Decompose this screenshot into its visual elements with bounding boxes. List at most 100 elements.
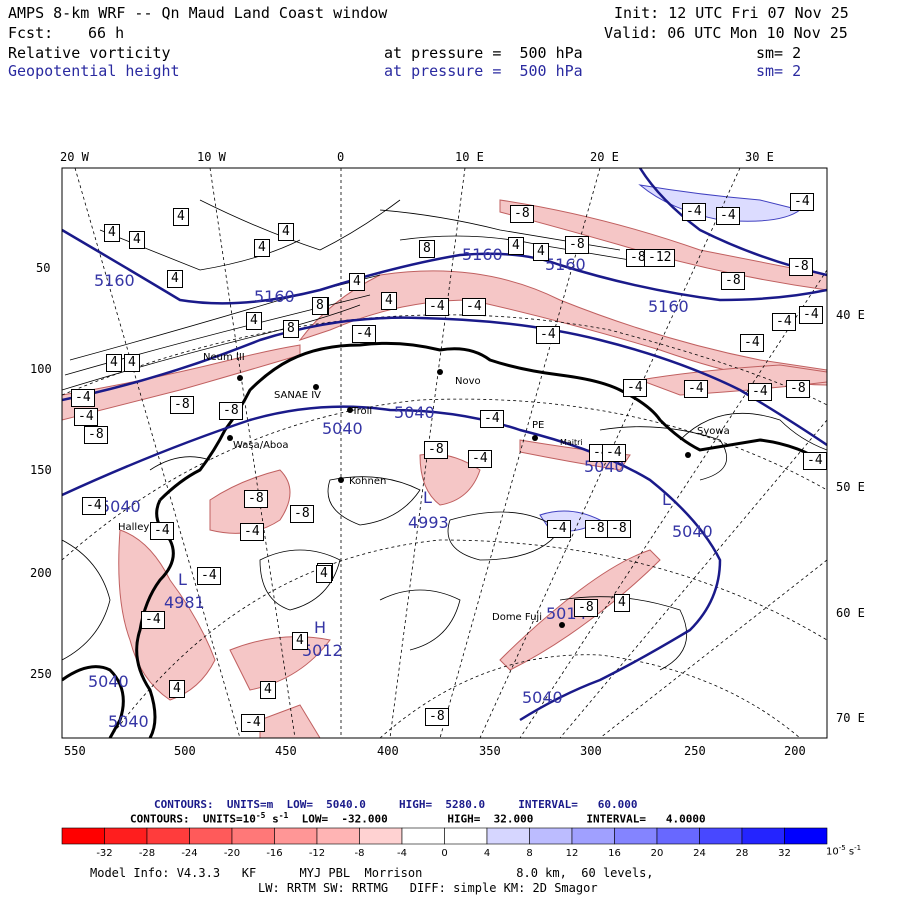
vorticity-label-box: -8 xyxy=(565,236,589,254)
vorticity-label-box: -8 xyxy=(170,396,194,414)
vorticity-label-box: -8 xyxy=(425,708,449,726)
vorticity-label-box: -8 xyxy=(424,441,448,459)
vorticity-label-box: -8 xyxy=(84,426,108,444)
forecast-hour: 66 h xyxy=(88,24,125,42)
colorbar-label: 32 xyxy=(778,848,791,859)
vorticity-label-box: 4 xyxy=(292,632,308,650)
y-tick: 50 xyxy=(36,261,51,275)
height-label: 5040 xyxy=(88,672,129,691)
field2-smoothing: sm= 2 xyxy=(756,62,802,80)
x-tick: 300 xyxy=(580,744,602,758)
high-value: 5012 xyxy=(302,641,343,660)
valid-time: Valid: 06 UTC Mon 10 Nov 25 xyxy=(604,24,848,42)
colorbar-label: -12 xyxy=(309,848,325,859)
height-label: 5040 xyxy=(394,403,435,422)
vorticity-label-box: -4 xyxy=(682,203,706,221)
station-label: Troll xyxy=(352,406,373,417)
lon-tick: 50 E xyxy=(836,480,865,494)
x-tick: 350 xyxy=(479,744,501,758)
vorticity-label-box: 4 xyxy=(169,680,185,698)
height-label: 5160 xyxy=(462,245,503,264)
low-value: 4981 xyxy=(164,593,205,612)
lon-tick: 70 E xyxy=(836,711,865,725)
y-tick: 250 xyxy=(30,667,52,681)
vorticity-label-box: 4 xyxy=(278,223,294,241)
vorticity-label-box: -4 xyxy=(740,334,764,352)
vorticity-label-box: 4 xyxy=(614,594,630,612)
colorbar-label: 8 xyxy=(526,848,532,859)
model-info: Model Info: V4.3.3 KF MYJ PBL Morrison 8… xyxy=(90,866,654,880)
lon-tick: 20 W xyxy=(60,150,89,164)
vorticity-label-box: 4 xyxy=(260,681,276,699)
vorticity-label-box: 4 xyxy=(124,354,140,372)
y-tick: 200 xyxy=(30,566,52,580)
vorticity-label-box: 4 xyxy=(508,237,524,255)
colorbar-label: 16 xyxy=(608,848,621,859)
lon-tick: 30 E xyxy=(745,150,774,164)
height-label: 5160 xyxy=(545,255,586,274)
station-label: Novo xyxy=(455,376,481,387)
colorbar-label: 28 xyxy=(736,848,749,859)
vorticity-label-box: -4 xyxy=(602,444,626,462)
colorbar-label: -24 xyxy=(181,848,197,859)
vorticity-label-box: -4 xyxy=(468,450,492,468)
x-tick: 250 xyxy=(684,744,706,758)
field1-level: at pressure = 500 hPa xyxy=(384,44,583,62)
colorbar-swatch xyxy=(316,827,360,845)
vorticity-label-box: -8 xyxy=(786,380,810,398)
high-letter: H xyxy=(314,618,327,637)
vorticity-label-box: 8 xyxy=(312,297,328,315)
low-letter: L xyxy=(423,488,432,507)
y-tick: 100 xyxy=(30,362,52,376)
vorticity-label-box: -4 xyxy=(623,379,647,397)
colorbar-label: 24 xyxy=(693,848,706,859)
vorticity-label-box: 4 xyxy=(246,312,262,330)
x-tick: 450 xyxy=(275,744,297,758)
vorticity-label-box: -8 xyxy=(607,520,631,538)
vorticity-label-box: -12 xyxy=(644,249,676,267)
vorticity-label-box: -8 xyxy=(244,490,268,508)
vorticity-label-box: -4 xyxy=(82,497,106,515)
vorticity-label-box: -8 xyxy=(626,249,650,267)
colorbar-label: 0 xyxy=(441,848,447,859)
vorticity-label-box: -4 xyxy=(480,410,504,428)
colorbar-swatch xyxy=(359,827,403,845)
vorticity-label-box: -8 xyxy=(721,272,745,290)
height-label: 5040 xyxy=(108,712,149,731)
lon-tick: 60 E xyxy=(836,606,865,620)
station-label: PE xyxy=(532,420,545,431)
model-physics: LW: RRTM SW: RRTMG DIFF: simple KM: 2D S… xyxy=(258,881,598,895)
forecast-label: Fcst: xyxy=(8,24,54,42)
x-tick: 500 xyxy=(174,744,196,758)
colorbar-label: -16 xyxy=(266,848,282,859)
height-label: 5040 xyxy=(672,522,713,541)
vorticity-label-box: -8 xyxy=(585,520,609,538)
low-value: 4993 xyxy=(408,513,449,532)
x-tick: 200 xyxy=(784,744,806,758)
station-label: Kohnen xyxy=(349,476,387,487)
height-label: 5040 xyxy=(322,419,363,438)
vorticity-label-box: 8 xyxy=(419,240,435,258)
init-time: Init: 12 UTC Fri 07 Nov 25 xyxy=(614,4,849,22)
colorbar-label: -4 xyxy=(397,848,407,859)
lon-tick: 0 xyxy=(337,150,345,164)
vorticity-label-box: -4 xyxy=(716,207,740,225)
vorticity-label-box: 4 xyxy=(173,208,189,226)
colorbar-swatch xyxy=(741,827,785,845)
vorticity-label-box: -4 xyxy=(803,452,827,470)
vorticity-label-box: 4 xyxy=(106,354,122,372)
colorbar: -32 -28 -24 -20 -16 -12 -8 -4 0 4 8 12 16 20 24 28 32 xyxy=(61,827,828,859)
height-label: 5160 xyxy=(648,297,689,316)
station-label: Halley xyxy=(118,522,150,533)
vorticity-label-box: -4 xyxy=(425,298,449,316)
vorticity-label-box: -4 xyxy=(74,408,98,426)
lon-tick: 40 E xyxy=(836,308,865,322)
low-letter: L xyxy=(178,570,187,589)
colorbar-label: 4 xyxy=(484,848,490,859)
vorticity-label-box: 4 xyxy=(167,270,183,288)
colorbar-label: -28 xyxy=(139,848,155,859)
vorticity-label-box: -8 xyxy=(574,599,598,617)
vorticity-label-box: -8 xyxy=(290,505,314,523)
colorbar-swatch xyxy=(444,827,488,845)
